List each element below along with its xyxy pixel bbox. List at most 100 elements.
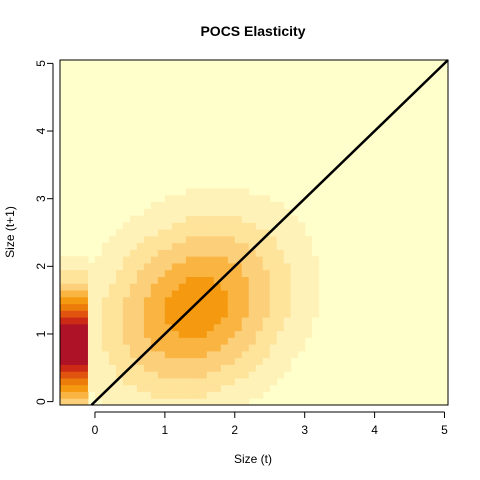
heatmap-cell — [241, 202, 250, 210]
heatmap-cell — [94, 310, 103, 318]
heatmap-cell — [94, 377, 103, 386]
heatmap-cell — [115, 344, 124, 352]
heatmap-cell — [297, 323, 306, 332]
heatmap-cell — [115, 384, 124, 392]
heatmap-cell — [206, 235, 215, 244]
heatmap-cell — [276, 337, 285, 345]
heatmap-cell — [234, 357, 243, 365]
heatmap-cell — [122, 290, 131, 298]
heatmap-cell — [73, 384, 82, 392]
heatmap-cell — [199, 377, 208, 386]
heatmap-cell — [283, 323, 292, 332]
heatmap-cell — [129, 296, 138, 305]
heatmap-cell — [122, 364, 131, 372]
heatmap-cell — [157, 384, 166, 392]
heatmap-cell — [248, 357, 257, 365]
heatmap-cell — [171, 398, 180, 406]
heatmap-cell — [227, 344, 236, 352]
heatmap-cell — [66, 303, 75, 311]
heatmap-cell — [94, 364, 103, 372]
heatmap-cell — [150, 262, 159, 271]
heatmap-cell — [192, 364, 201, 372]
heatmap-cell — [199, 269, 208, 277]
heatmap-cell — [220, 208, 229, 217]
heatmap-cell — [178, 371, 187, 379]
heatmap-cell — [262, 371, 271, 379]
heatmap-cell — [234, 188, 243, 196]
heatmap-cell — [143, 249, 152, 257]
heatmap-cell — [108, 350, 117, 359]
heatmap-cell — [206, 202, 215, 210]
heatmap-cell — [94, 337, 103, 345]
heatmap-cell — [157, 398, 166, 406]
axes: 0 1 2 3 4 5 0 1 2 3 4 5 — [34, 59, 449, 437]
heatmap-cell — [164, 330, 173, 338]
heatmap-cell — [248, 202, 257, 210]
heatmap-cell — [262, 283, 271, 291]
heatmap-cell — [192, 350, 201, 359]
heatmap-cell — [276, 371, 285, 379]
heatmap-cell — [164, 276, 173, 284]
heatmap-cell — [136, 357, 145, 365]
heatmap-cell — [80, 303, 89, 311]
heatmap-cell — [101, 242, 110, 250]
heatmap-cell — [150, 337, 159, 345]
heatmap-cell — [255, 208, 264, 217]
heatmap-cell — [115, 364, 124, 372]
heatmap-cell — [234, 256, 243, 264]
y-tick-label: 3 — [34, 195, 48, 202]
heatmap-cell — [73, 330, 82, 338]
heatmap-cell — [283, 242, 292, 250]
heatmap-cell — [143, 229, 152, 237]
heatmap-cell — [213, 256, 222, 264]
heatmap-cell — [101, 269, 110, 277]
heatmap-cell — [248, 276, 257, 284]
heatmap-cell — [80, 317, 89, 325]
heatmap-cell — [60, 303, 68, 311]
heatmap-cell — [87, 269, 96, 277]
heatmap-cell — [192, 398, 201, 406]
heatmap-cell — [157, 303, 166, 311]
heatmap-cell — [248, 290, 257, 298]
heatmap-cell — [262, 344, 271, 352]
heatmap-cell — [171, 357, 180, 365]
heatmap-cell — [304, 235, 313, 244]
heatmap-cell — [262, 229, 271, 237]
heatmap-cell — [185, 208, 194, 217]
heatmap-cell — [297, 283, 306, 291]
heatmap-cell — [192, 269, 201, 277]
heatmap-cell — [157, 371, 166, 379]
heatmap-cell — [185, 384, 194, 392]
heatmap-cell — [220, 222, 229, 230]
heatmap-cell — [73, 391, 82, 399]
heatmap-cell — [192, 256, 201, 264]
heatmap-cell — [66, 330, 75, 338]
heatmap-cell — [304, 249, 313, 257]
heatmap-cell — [115, 276, 124, 284]
heatmap-cell — [87, 303, 96, 311]
heatmap-cell — [171, 384, 180, 392]
heatmap-cell — [199, 290, 208, 298]
heatmap-cell — [283, 317, 292, 325]
heatmap-cell — [80, 377, 89, 386]
heatmap-cell — [108, 330, 117, 338]
heatmap-cell — [199, 235, 208, 244]
heatmap-cell — [234, 398, 243, 406]
heatmap-cell — [171, 344, 180, 352]
heatmap-cell — [164, 391, 173, 399]
heatmap-cell — [157, 283, 166, 291]
heatmap-cell — [115, 317, 124, 325]
heatmap-cell — [129, 215, 138, 223]
heatmap-cell — [262, 323, 271, 332]
heatmap-cell — [248, 303, 257, 311]
heatmap-cell — [129, 310, 138, 318]
heatmap-cell — [185, 202, 194, 210]
heatmap-cell — [157, 262, 166, 271]
heatmap-cell — [66, 384, 75, 392]
heatmap-cell — [241, 350, 250, 359]
heatmap-cell — [234, 242, 243, 250]
heatmap-cell — [192, 377, 201, 386]
heatmap-cell — [311, 303, 320, 311]
heatmap-cell — [143, 317, 152, 325]
